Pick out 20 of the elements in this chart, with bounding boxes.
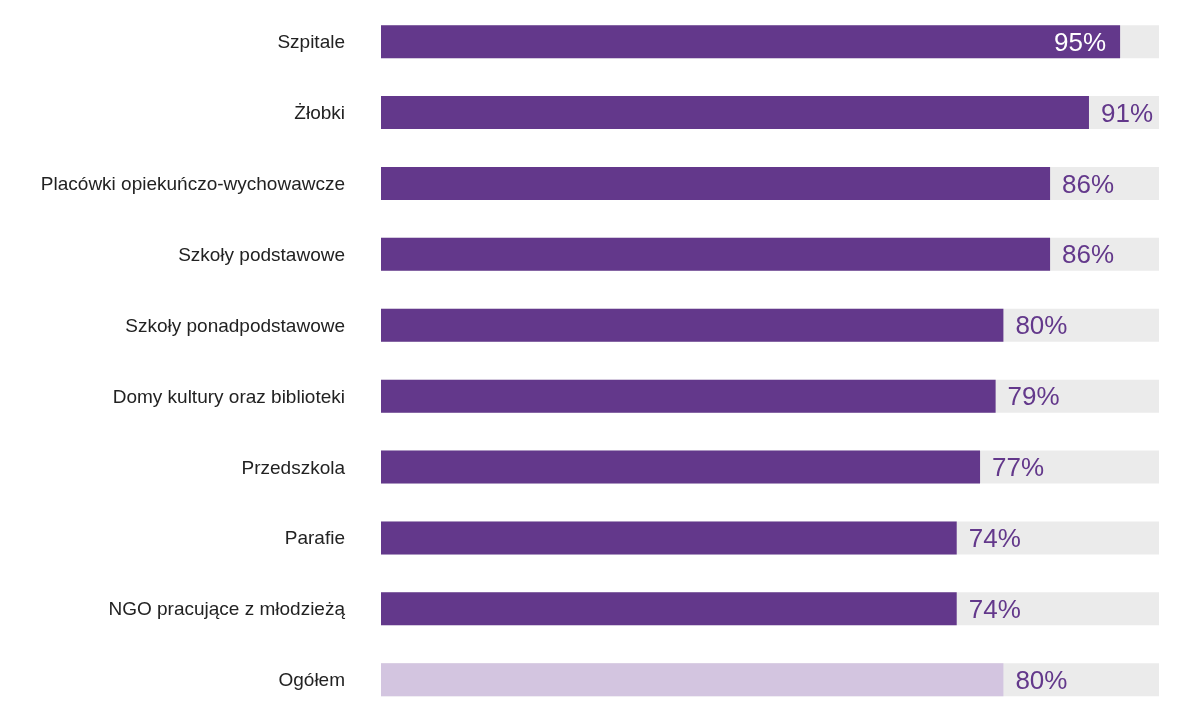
y-tick-label: Placówki opiekuńczo-wychowawcze bbox=[40, 172, 345, 194]
data-label: 91% bbox=[1100, 97, 1154, 128]
y-tick-label: NGO pracujące z młodzieżą bbox=[108, 598, 346, 620]
y-tick-label: Przedszkola bbox=[241, 456, 346, 478]
y-tick-label: Ogółem bbox=[278, 669, 345, 691]
y-tick-label: Parafie bbox=[284, 527, 345, 549]
y-tick-label: Szkoły ponadpodstawowe bbox=[125, 314, 345, 336]
data-label: 86% bbox=[1062, 239, 1115, 270]
y-tick-label: Szkoły podstawowe bbox=[178, 243, 345, 265]
y-tick-label: Szpitale bbox=[277, 31, 345, 53]
data-label: 86% bbox=[1062, 168, 1115, 199]
data-label: 74% bbox=[968, 593, 1021, 624]
y-tick-label: Żłobki bbox=[294, 102, 345, 124]
y-tick-label: Domy kultury oraz biblioteki bbox=[112, 385, 345, 407]
data-label: 77% bbox=[992, 452, 1045, 483]
data-label: 80% bbox=[1015, 664, 1068, 695]
data-label: 79% bbox=[1007, 381, 1060, 412]
data-label: 80% bbox=[1015, 310, 1068, 341]
data-label: 74% bbox=[968, 523, 1021, 554]
data-label: 95% bbox=[1054, 26, 1107, 57]
